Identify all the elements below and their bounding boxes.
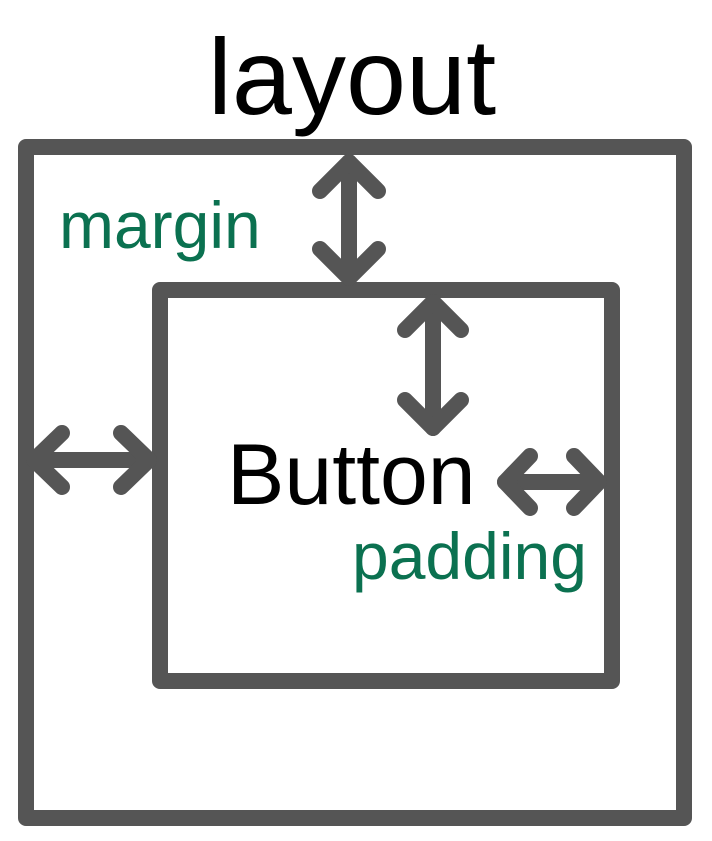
margin-left-arrow-icon — [26, 425, 157, 495]
button-box — [152, 282, 620, 689]
button-label: Button — [227, 427, 476, 523]
margin-top-arrow-icon — [312, 154, 386, 286]
margin-label: margin — [59, 188, 261, 262]
padding-right-arrow-icon — [497, 448, 607, 516]
padding-label: padding — [352, 519, 587, 593]
padding-top-arrow-icon — [397, 294, 469, 436]
layout-box — [18, 139, 692, 826]
layout-title: layout — [208, 16, 496, 137]
